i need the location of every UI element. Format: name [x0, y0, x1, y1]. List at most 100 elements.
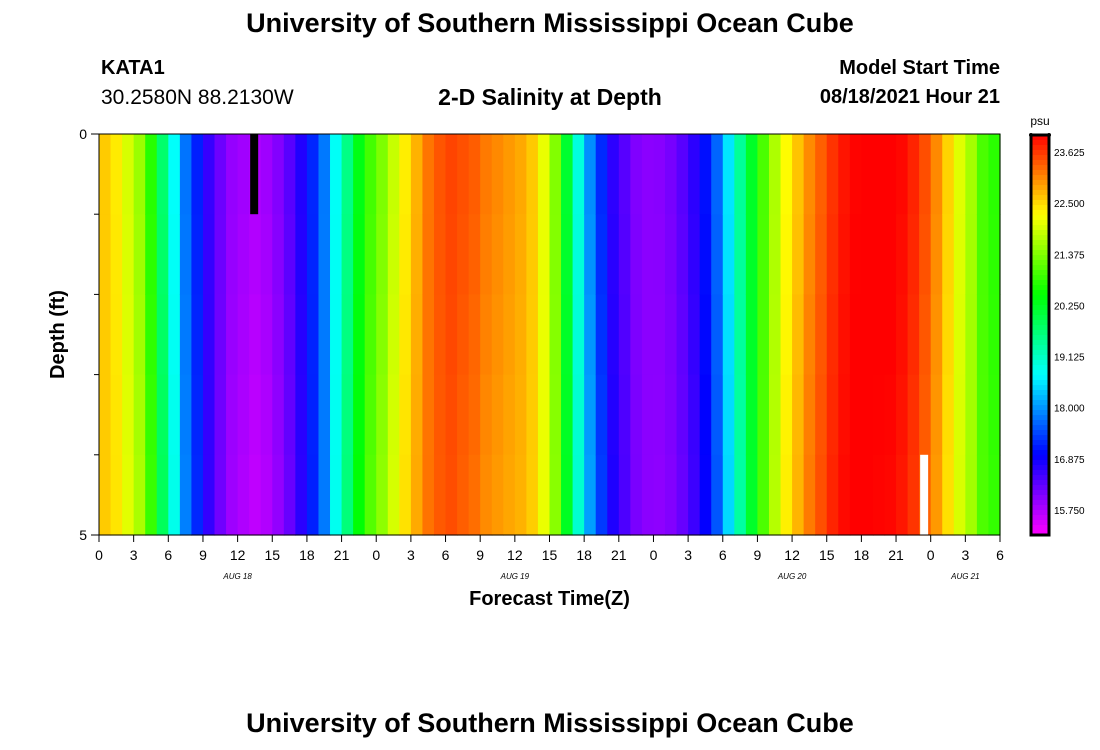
x-tick-label: 3 [684, 547, 692, 563]
colorbar-segment [1031, 465, 1049, 471]
heatmap-cell [514, 374, 527, 456]
heatmap-cell [445, 214, 458, 295]
heatmap-cell [607, 294, 620, 376]
colorbar-segment [1031, 335, 1049, 341]
heatmap-cell [433, 454, 447, 536]
x-axis-label: Forecast Time(Z) [469, 588, 630, 610]
colorbar-segment [1031, 135, 1049, 141]
heatmap-cell [399, 134, 412, 215]
colorbar-segment [1031, 280, 1049, 286]
y-axis-label: Depth (ft) [47, 290, 69, 379]
heatmap-cell [410, 134, 424, 215]
heatmap-cell [768, 294, 782, 376]
x-tick-label: 3 [130, 547, 138, 563]
heatmap-cell [237, 214, 250, 295]
heatmap-cell [595, 374, 608, 456]
heatmap-cell [768, 214, 782, 295]
heatmap-cell [191, 374, 204, 456]
x-tick-label: 15 [542, 547, 558, 563]
heatmap-cell [145, 294, 158, 376]
heatmap-cell [838, 374, 851, 456]
heatmap-cell [665, 294, 678, 376]
heatmap-cell [653, 454, 666, 536]
heatmap-cell [584, 214, 597, 295]
colorbar-segment [1031, 470, 1049, 476]
heatmap-cell [711, 454, 724, 536]
heatmap-cell [364, 374, 377, 456]
heatmap-cell [433, 214, 447, 295]
heatmap-cell [457, 454, 470, 536]
heatmap-cell [872, 454, 886, 536]
heatmap-cell [353, 214, 366, 295]
colorbar-segment [1031, 505, 1049, 511]
heatmap-cell [537, 454, 551, 536]
heatmap-cell [595, 134, 608, 215]
heatmap-cell [156, 454, 169, 536]
x-tick-label: 21 [334, 547, 350, 563]
heatmap-cell [283, 374, 296, 456]
heatmap-cell [306, 374, 320, 456]
colorbar-segment [1031, 355, 1049, 361]
colorbar-segment [1031, 305, 1049, 311]
heatmap-cell [179, 294, 193, 376]
y-axis: 05 [79, 126, 99, 543]
x-tick-label: 6 [996, 547, 1004, 563]
heatmap-cell [641, 374, 655, 456]
heatmap-cell [110, 294, 123, 376]
heatmap-cell [792, 374, 805, 456]
x-tick-label: 6 [719, 547, 727, 563]
colorbar-segment [1031, 220, 1049, 226]
heatmap-cell [468, 294, 481, 376]
heatmap-cell [145, 214, 158, 295]
heatmap-cell [526, 374, 539, 456]
colorbar-segment [1031, 525, 1049, 531]
colorbar-tick-label: 20.250 [1054, 301, 1085, 312]
heatmap-cell [387, 454, 400, 536]
heatmap-cell [237, 374, 250, 456]
heatmap-cell [919, 214, 932, 295]
heatmap-cell [133, 214, 146, 295]
heatmap-cell [214, 214, 227, 295]
colorbar-segment [1031, 360, 1049, 366]
heatmap-cell [780, 374, 793, 456]
x-tick-label: 18 [854, 547, 870, 563]
heatmap-cell [930, 214, 943, 295]
colorbar-segment [1031, 430, 1049, 436]
heatmap-cell [711, 294, 724, 376]
heatmap-cell [468, 134, 481, 215]
heatmap-cell [676, 374, 689, 456]
colorbar: 15.750 16.875 18.000 19.125 20.250 21.375 22.5… [1029, 133, 1085, 537]
heatmap-cell [953, 454, 966, 536]
heatmap-cell [537, 294, 551, 376]
colorbar-segment [1031, 265, 1049, 271]
colorbar-segment [1031, 390, 1049, 396]
colorbar-segment [1031, 170, 1049, 176]
heatmap-cell [422, 454, 435, 536]
heatmap-cell [734, 214, 747, 295]
heatmap-cell [99, 214, 112, 295]
heatmap-cell [861, 454, 874, 536]
colorbar-segment [1031, 150, 1049, 156]
x-tick-label: 9 [199, 547, 207, 563]
colorbar-segment [1031, 400, 1049, 406]
heatmap-cell [976, 374, 990, 456]
x-tick-label: 18 [576, 547, 592, 563]
heatmap-markers [250, 134, 929, 535]
heatmap-cell [861, 214, 874, 295]
x-tick-label: 6 [442, 547, 450, 563]
heatmap-cell [549, 374, 562, 456]
heatmap-cell [249, 374, 262, 456]
heatmap-cell [584, 134, 597, 215]
heatmap-cell [896, 214, 909, 295]
heatmap-cell [445, 454, 458, 536]
heatmap-cell [965, 454, 978, 536]
heatmap-cell [537, 374, 551, 456]
heatmap-cell [295, 214, 308, 295]
heatmap-cell [815, 374, 828, 456]
heatmap-cell [549, 214, 562, 295]
colorbar-segment [1031, 245, 1049, 251]
heatmap-cell [988, 374, 1001, 456]
heatmap-cell [780, 214, 793, 295]
heatmap-cell [99, 374, 112, 456]
heatmap-cell [618, 454, 631, 536]
